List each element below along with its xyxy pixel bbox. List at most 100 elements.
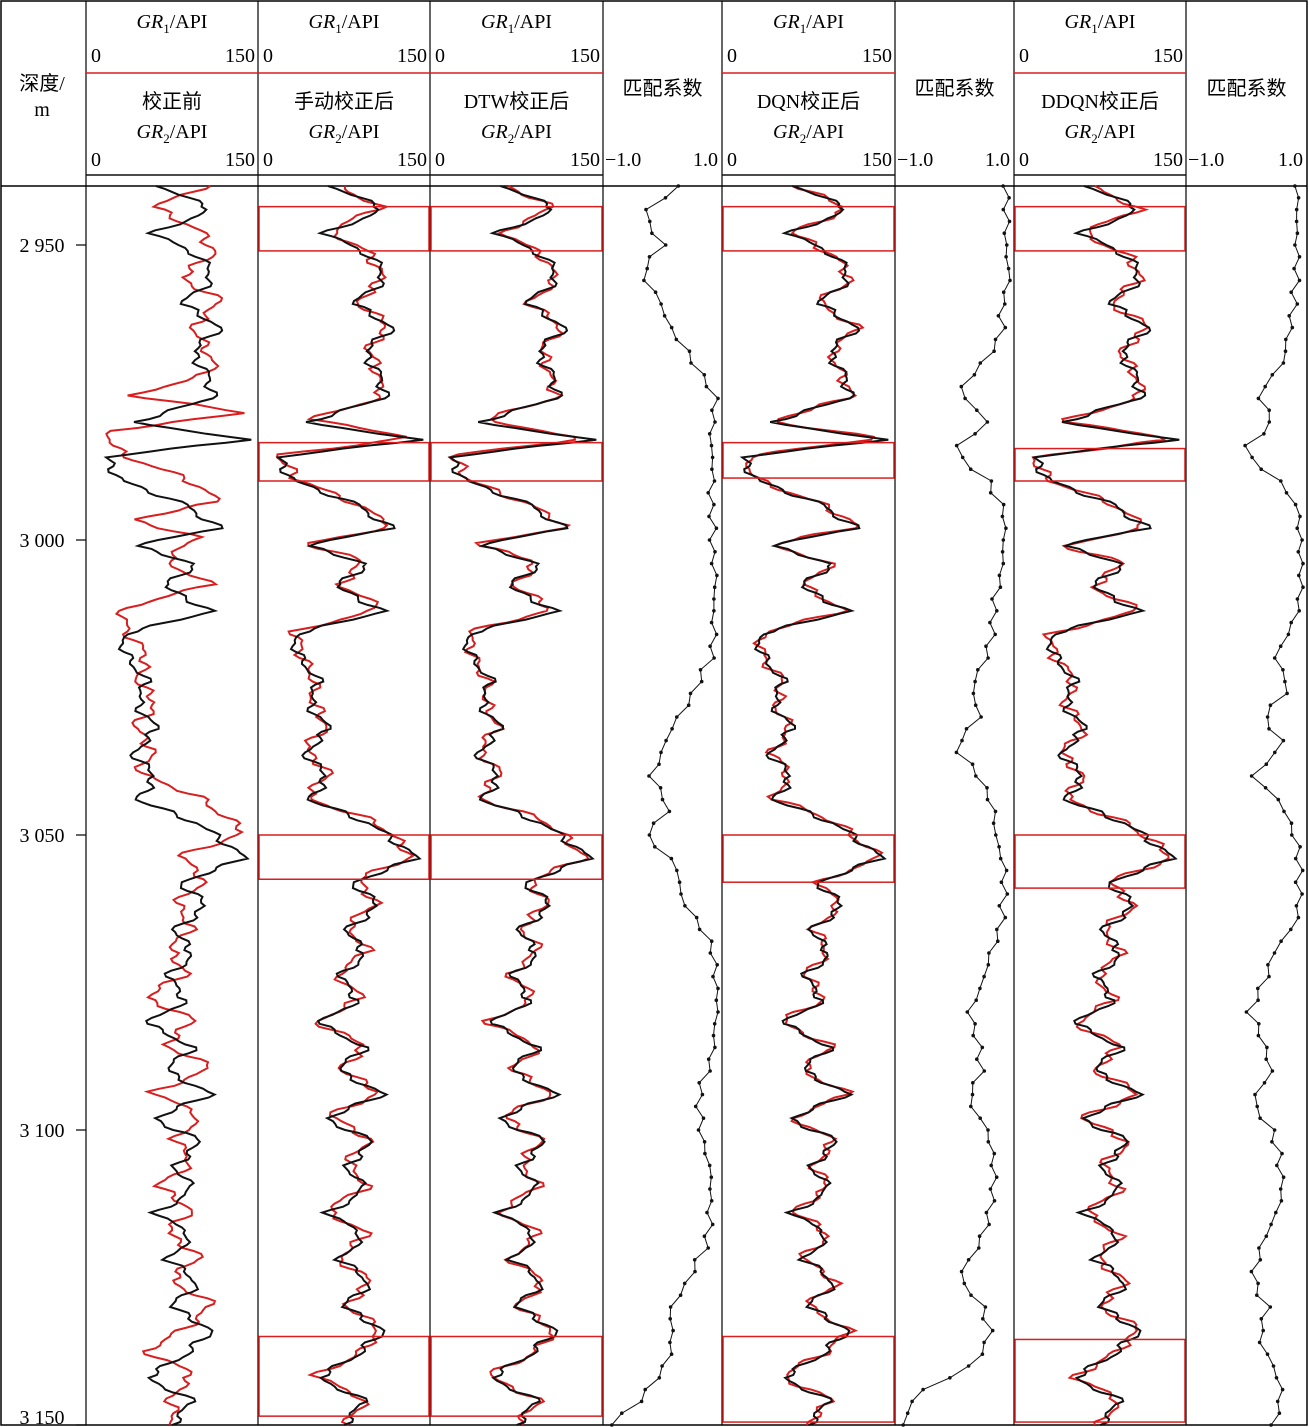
gr1-header-label: GR1/API — [773, 11, 844, 36]
match-point — [988, 491, 993, 495]
match-point — [1264, 1234, 1269, 1238]
match-point — [1256, 1033, 1261, 1038]
gr1-scale-max: 150 — [1153, 45, 1183, 67]
match-point — [1280, 1151, 1284, 1156]
match-point — [682, 1281, 687, 1286]
gr1-scale-min: 0 — [263, 45, 273, 67]
match-point — [985, 797, 990, 802]
match-point — [1283, 679, 1287, 684]
gr1-scale-min: 0 — [435, 45, 445, 67]
match-point — [1301, 561, 1305, 566]
match-point — [959, 1269, 964, 1274]
match-point — [1262, 1081, 1267, 1085]
match-point — [708, 1069, 712, 1073]
gr2-header-label: GR2/API — [481, 121, 552, 146]
match-point — [709, 1175, 714, 1179]
match-point — [620, 1411, 624, 1415]
track-4: 匹配系数 −1.0 1.0 — [605, 77, 720, 1427]
highlight-box — [722, 205, 895, 252]
gr2-curve — [276, 185, 416, 1426]
gr1-header-label: GR1/API — [137, 11, 208, 36]
match-point — [710, 455, 715, 460]
match-point — [712, 585, 717, 589]
match-point — [693, 1269, 697, 1274]
match-scale-max: 1.0 — [693, 149, 718, 171]
match-point — [995, 609, 999, 613]
match-point — [1284, 337, 1288, 342]
match-point — [659, 750, 663, 755]
match-point — [1004, 254, 1008, 259]
gr2-header-label: GR2/API — [137, 121, 208, 146]
match-point — [960, 738, 964, 743]
match-point — [1267, 408, 1271, 413]
match-point — [986, 1128, 990, 1132]
match-point — [1259, 1317, 1264, 1321]
match-point — [712, 479, 717, 483]
match-point — [992, 349, 996, 354]
match-point — [610, 1423, 614, 1427]
match-scale-min: −1.0 — [897, 149, 933, 171]
match-point — [1257, 1340, 1262, 1345]
match-point — [993, 632, 997, 637]
match-point — [1285, 691, 1289, 696]
gr1-curve — [275, 185, 424, 1426]
match-point — [994, 1175, 999, 1179]
gr2-curve — [105, 185, 245, 1426]
match-point — [712, 597, 716, 601]
track-2: GR1/API 0 150 手动校正后 GR2/API 0 150 — [258, 11, 430, 1426]
match-point — [1000, 550, 1005, 554]
match-scale-min: −1.0 — [605, 149, 641, 171]
match-point — [675, 715, 679, 719]
highlight-box — [722, 834, 895, 883]
match-point — [1287, 314, 1291, 318]
match-point — [693, 1104, 698, 1109]
match-point — [982, 974, 986, 979]
match-point — [667, 809, 672, 814]
match-point — [1295, 231, 1300, 235]
match-curve — [611, 185, 719, 1426]
highlight-box — [430, 205, 603, 252]
match-point — [709, 443, 714, 448]
match-point — [1281, 361, 1286, 365]
match-point — [689, 361, 693, 365]
match-point — [987, 951, 991, 955]
match-point — [651, 821, 656, 825]
match-point — [1268, 1305, 1273, 1309]
gr1-scale-min: 0 — [1019, 45, 1029, 67]
match-point — [973, 679, 977, 684]
match-point — [1301, 585, 1305, 589]
match-point — [700, 1092, 705, 1097]
match-point — [1277, 1411, 1282, 1415]
match-point — [1257, 1246, 1261, 1250]
match-point — [985, 786, 989, 790]
match-point — [977, 1234, 982, 1238]
match-point — [713, 420, 717, 424]
match-title: 匹配系数 — [623, 77, 703, 100]
match-point — [1255, 1293, 1259, 1297]
match-point — [986, 1140, 991, 1144]
match-point — [1263, 786, 1268, 790]
match-point — [964, 727, 969, 731]
match-point — [1267, 420, 1272, 424]
gr1-header-label: GR1/API — [1065, 11, 1136, 36]
track-title: DDQN校正后 — [1041, 90, 1159, 113]
gr1-scale-max: 150 — [397, 45, 427, 67]
match-point — [985, 420, 990, 424]
match-point — [1298, 845, 1302, 849]
match-point — [1002, 231, 1007, 235]
match-point — [653, 290, 658, 295]
match-point — [984, 1210, 989, 1215]
match-point — [971, 1081, 975, 1085]
match-point — [1003, 915, 1008, 920]
match-point — [1290, 325, 1295, 330]
gr2-scale-min: 0 — [1019, 149, 1029, 171]
match-point — [1293, 856, 1298, 861]
match-point — [996, 939, 1000, 943]
match-point — [664, 738, 668, 743]
match-point — [715, 573, 719, 578]
match-point — [1297, 609, 1301, 613]
match-point — [1258, 1258, 1263, 1262]
match-point — [709, 1199, 714, 1203]
match-point — [1293, 243, 1297, 247]
